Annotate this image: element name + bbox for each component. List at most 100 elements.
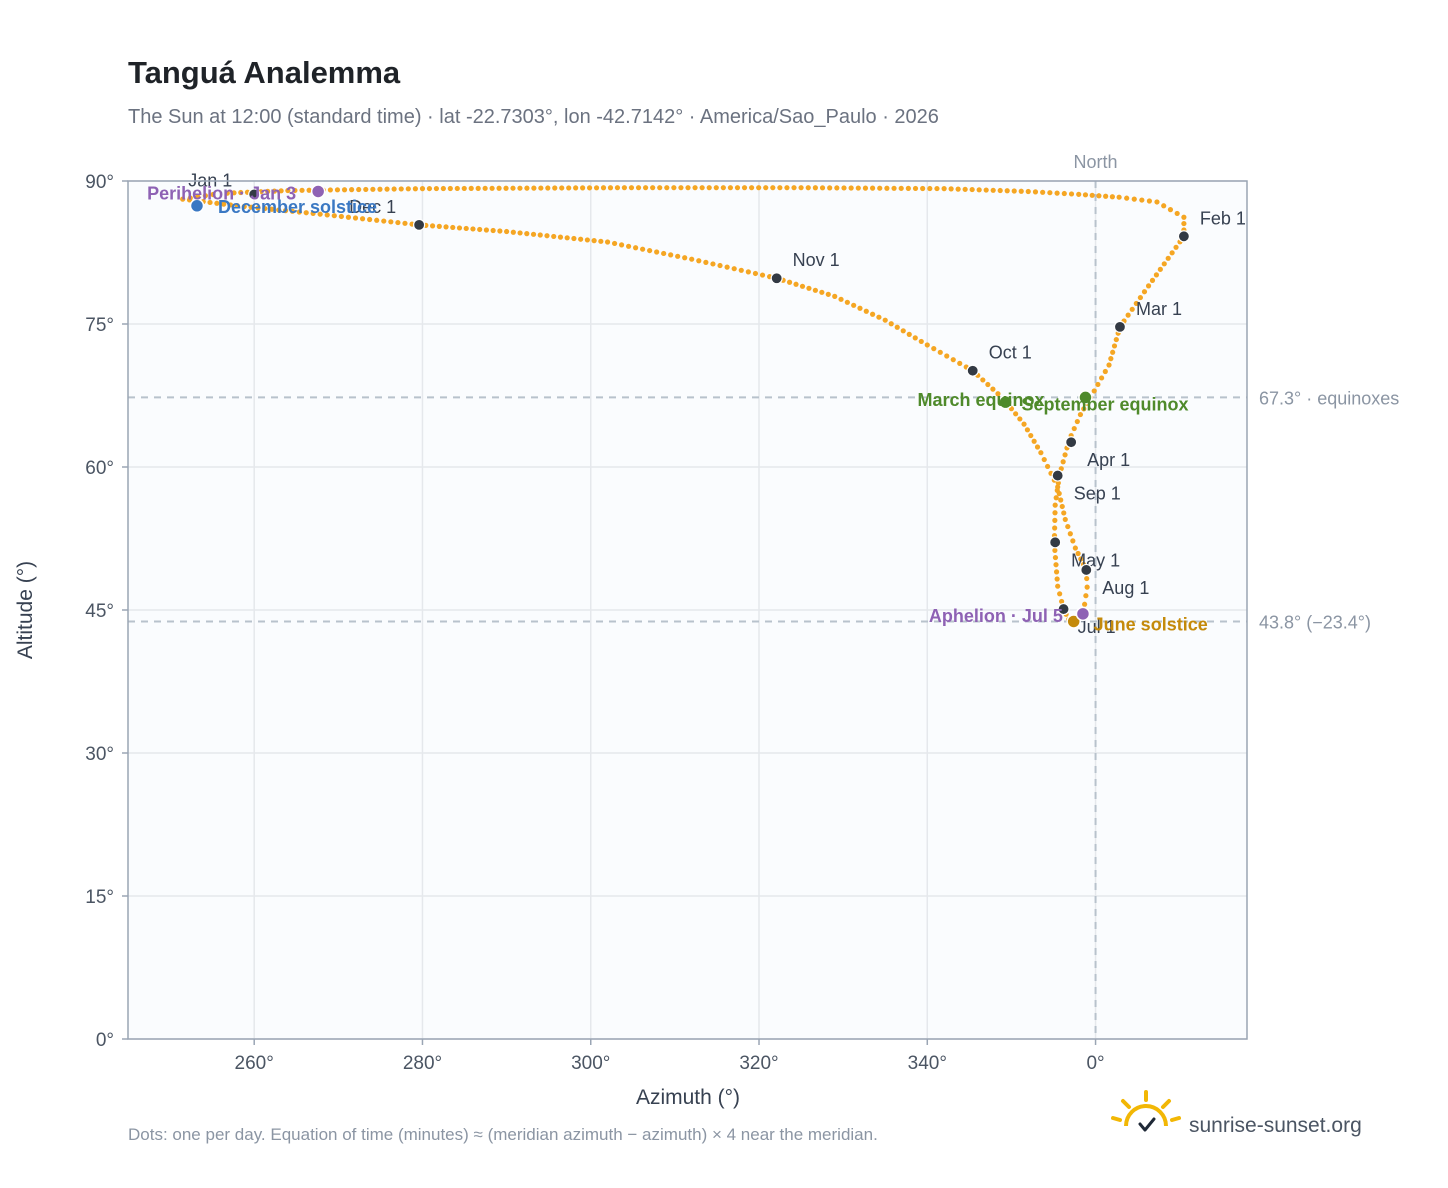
day-dot	[696, 258, 702, 264]
day-dot	[1137, 294, 1143, 301]
month-marker	[1057, 602, 1070, 616]
day-dot	[1067, 531, 1073, 537]
day-dot	[791, 185, 797, 191]
day-dot	[310, 210, 316, 217]
day-dot	[799, 283, 806, 289]
month-label: Mar 1	[1136, 299, 1182, 319]
day-dot	[402, 220, 408, 226]
day-dot	[948, 186, 954, 192]
day-dot	[1071, 425, 1077, 432]
event-marker	[1075, 606, 1091, 622]
day-dot	[957, 360, 963, 366]
day-dot	[419, 186, 426, 192]
day-dot	[906, 331, 912, 337]
event-marker	[189, 198, 205, 214]
day-dot	[1081, 406, 1087, 412]
day-dot	[591, 238, 597, 244]
day-dot	[1021, 421, 1027, 427]
day-dot	[551, 233, 557, 240]
month-marker	[413, 218, 426, 231]
day-dot	[1149, 277, 1156, 283]
day-dot	[504, 228, 510, 235]
y-tick-label: 75°	[85, 315, 114, 336]
day-dot	[468, 185, 474, 191]
day-dot	[944, 353, 950, 359]
day-dot	[381, 218, 387, 224]
day-dot	[377, 186, 383, 192]
day-dot	[924, 342, 930, 348]
day-dot	[793, 281, 799, 287]
day-dot	[456, 225, 463, 231]
day-dot	[1161, 261, 1167, 267]
day-dot	[876, 314, 882, 320]
day-dot	[827, 185, 833, 191]
day-dot	[756, 185, 762, 191]
day-dot	[1024, 427, 1031, 433]
month-label: Apr 1	[1087, 450, 1130, 470]
day-dot	[224, 190, 230, 196]
day-dot	[1072, 545, 1078, 551]
day-dot	[1124, 195, 1130, 201]
day-dot	[584, 237, 590, 243]
day-dot	[678, 185, 684, 191]
day-dot	[248, 204, 254, 210]
day-dot	[1034, 444, 1041, 450]
day-dot	[544, 233, 550, 239]
day-dot	[1031, 438, 1037, 444]
day-dot	[980, 377, 986, 383]
day-dot	[538, 185, 544, 191]
day-dot	[1111, 343, 1118, 349]
day-dot	[450, 224, 456, 231]
y-axis-label: Altitude (°)	[14, 561, 37, 659]
day-dot	[412, 186, 418, 192]
x-tick-label: 260°	[235, 1053, 274, 1074]
day-dot	[838, 296, 844, 302]
x-tick-label: 300°	[571, 1053, 610, 1074]
day-dot	[559, 185, 565, 191]
day-dot	[1082, 601, 1088, 607]
day-dot	[770, 185, 776, 191]
day-dot	[503, 185, 509, 191]
event-marker	[998, 394, 1013, 410]
day-dot	[334, 187, 341, 193]
day-dot	[1181, 220, 1187, 227]
reference-lines: North 67.3° · equinoxes 43.8° (−23.4°)	[128, 152, 1399, 1039]
day-dot	[869, 185, 876, 191]
day-dot	[324, 212, 330, 218]
day-dot	[1113, 336, 1119, 343]
day-dot	[187, 195, 193, 201]
day-dot	[405, 186, 411, 192]
day-dot	[763, 185, 769, 191]
chart-title: Tanguá Analemma	[128, 55, 401, 90]
month-marker	[1049, 536, 1062, 549]
day-dot	[1103, 193, 1109, 199]
day-dot	[962, 186, 968, 192]
day-dot	[812, 185, 818, 191]
event-marker	[310, 184, 326, 199]
day-dot	[285, 187, 291, 194]
day-dot	[1065, 523, 1071, 530]
day-dot	[640, 246, 646, 252]
day-dot	[238, 189, 244, 196]
day-dot	[745, 269, 751, 275]
day-dot	[654, 249, 660, 255]
day-dot	[356, 186, 362, 193]
day-dot	[1052, 525, 1058, 531]
day-dot	[990, 187, 996, 193]
day-dot	[1139, 197, 1145, 203]
day-dot	[805, 185, 811, 191]
day-dot	[255, 205, 261, 211]
day-dot	[269, 206, 275, 212]
day-dot	[1154, 199, 1160, 205]
brand-logo: sunrise-sunset.org	[1111, 1090, 1362, 1137]
day-dot	[1075, 550, 1081, 557]
day-dot	[647, 247, 653, 254]
day-dot	[894, 324, 900, 330]
day-dot	[374, 217, 380, 223]
day-dot	[1106, 362, 1112, 368]
day-dot	[1091, 388, 1097, 394]
day-dot	[1153, 272, 1160, 278]
day-dot	[806, 285, 812, 291]
day-dot	[703, 259, 709, 265]
day-dot	[1011, 188, 1017, 194]
